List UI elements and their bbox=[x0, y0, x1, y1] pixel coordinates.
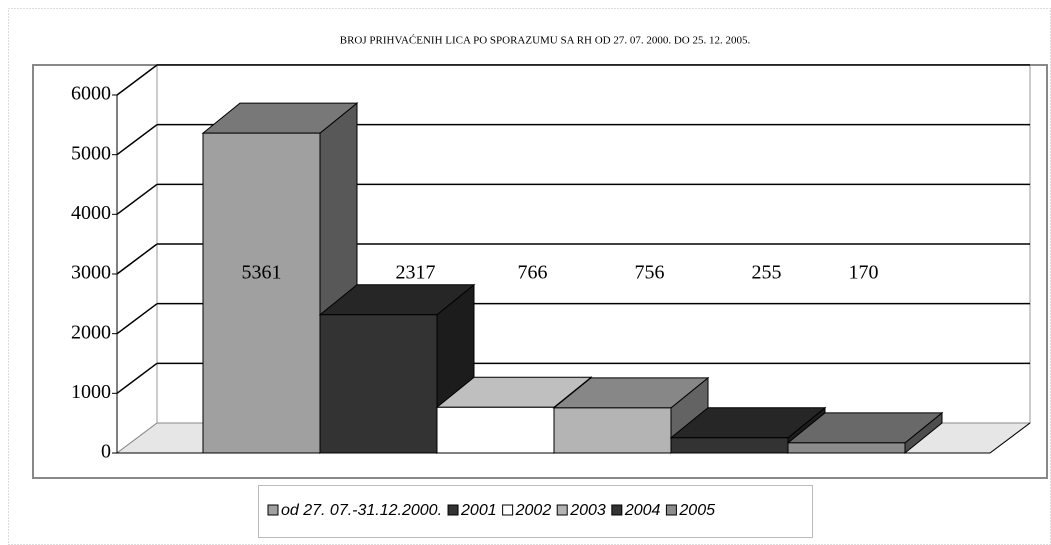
y-tick-label: 1000 bbox=[71, 381, 111, 403]
legend-label: od 27. 07.-31.12.2000. bbox=[281, 502, 442, 519]
bar bbox=[553, 407, 672, 454]
bar bbox=[202, 132, 321, 454]
y-tick-label: 6000 bbox=[71, 83, 111, 105]
y-tick-label: 3000 bbox=[71, 262, 111, 284]
data-label: 255 bbox=[752, 262, 782, 284]
legend-label: 2002 bbox=[515, 502, 552, 519]
floor-edge bbox=[989, 422, 1031, 454]
legend-swatch bbox=[502, 504, 514, 516]
grid-line bbox=[116, 243, 158, 275]
grid-line bbox=[116, 124, 158, 156]
data-label: 5361 bbox=[242, 262, 282, 284]
legend-swatch bbox=[556, 504, 568, 516]
data-label: 170 bbox=[849, 262, 879, 284]
grid-line bbox=[116, 64, 158, 96]
legend-label: 2003 bbox=[569, 502, 606, 519]
grid-line bbox=[116, 362, 158, 394]
grid-line bbox=[116, 303, 158, 335]
data-label: 766 bbox=[518, 262, 548, 284]
legend-label: 2004 bbox=[624, 502, 661, 519]
y-tick-label: 0 bbox=[101, 441, 111, 463]
y-tick-label: 5000 bbox=[71, 142, 111, 164]
legend-box bbox=[258, 485, 813, 538]
legend-label: 2005 bbox=[678, 502, 715, 519]
bar bbox=[436, 406, 555, 454]
data-label: 2317 bbox=[396, 262, 436, 284]
bar bbox=[787, 442, 906, 454]
legend-swatch bbox=[665, 504, 677, 516]
grid-line bbox=[116, 183, 158, 215]
data-label: 756 bbox=[635, 262, 665, 284]
legend-label: 2001 bbox=[460, 502, 497, 519]
legend-swatch bbox=[447, 504, 459, 516]
y-tick-label: 2000 bbox=[71, 321, 111, 343]
legend-swatch bbox=[267, 504, 279, 516]
legend-swatch bbox=[611, 504, 623, 516]
y-tick-label: 4000 bbox=[71, 202, 111, 224]
chart-title: BROJ PRIHVAĆENIH LICA PO SPORAZUMU SA RH… bbox=[340, 35, 751, 47]
bar bbox=[319, 314, 438, 454]
bar bbox=[670, 437, 789, 454]
